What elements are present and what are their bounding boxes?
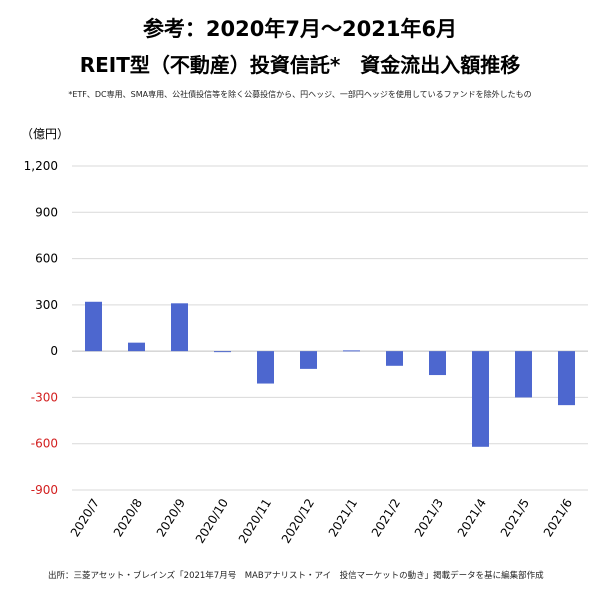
bar-2020/10 <box>214 351 231 353</box>
y-tick-label: 0 <box>50 344 58 358</box>
source-note: 出所：三菱アセット・ブレインズ「2021年7月号 MABアナリスト・アイ 投信マ… <box>48 571 544 581</box>
y-axis-unit-label: （億円） <box>21 127 70 141</box>
x-tick-label: 2020/9 <box>154 496 188 539</box>
chart-footnote: *ETF、DC専用、SMA専用、公社債投信等を除く公募投信から、円ヘッジ、一部円… <box>68 90 532 99</box>
chart-title-line2: REIT型（不動産）投資信託* 資金流出入額推移 <box>79 53 521 77</box>
bar-2020/7 <box>85 301 102 352</box>
x-tick-label: 2020/11 <box>236 496 274 546</box>
bar-2021/4 <box>472 351 489 447</box>
bar-2020/11 <box>257 351 274 384</box>
x-tick-label: 2021/3 <box>412 496 446 539</box>
y-tick-label: 1,200 <box>24 159 58 173</box>
x-tick-label: 2020/7 <box>68 496 102 539</box>
y-tick-label: -600 <box>31 437 58 451</box>
y-tick-label: -300 <box>31 390 58 404</box>
x-tick-label: 2021/1 <box>326 496 360 539</box>
y-tick-label: 300 <box>35 298 58 312</box>
y-tick-label: 900 <box>35 205 58 219</box>
bar-2020/9 <box>171 303 188 352</box>
bar-2020/12 <box>300 351 317 369</box>
bar-2020/8 <box>128 342 145 352</box>
bar-2021/2 <box>386 351 403 366</box>
x-tick-label: 2021/5 <box>498 496 532 539</box>
x-tick-label: 2021/2 <box>369 496 403 539</box>
bar-2021/1 <box>343 350 360 352</box>
x-tick-label: 2021/4 <box>455 496 489 539</box>
bar-2021/6 <box>558 351 575 406</box>
x-tick-label: 2020/12 <box>279 496 317 546</box>
y-tick-label: 600 <box>35 252 58 266</box>
y-tick-label: -900 <box>31 483 58 497</box>
chart-title-line1: 参考：2020年7月〜2021年6月 <box>142 17 458 41</box>
x-tick-label: 2020/8 <box>111 496 145 539</box>
x-tick-label: 2021/6 <box>541 496 575 539</box>
bar-2021/5 <box>515 351 532 398</box>
x-tick-label: 2020/10 <box>193 496 231 546</box>
bar-2021/3 <box>429 351 446 376</box>
